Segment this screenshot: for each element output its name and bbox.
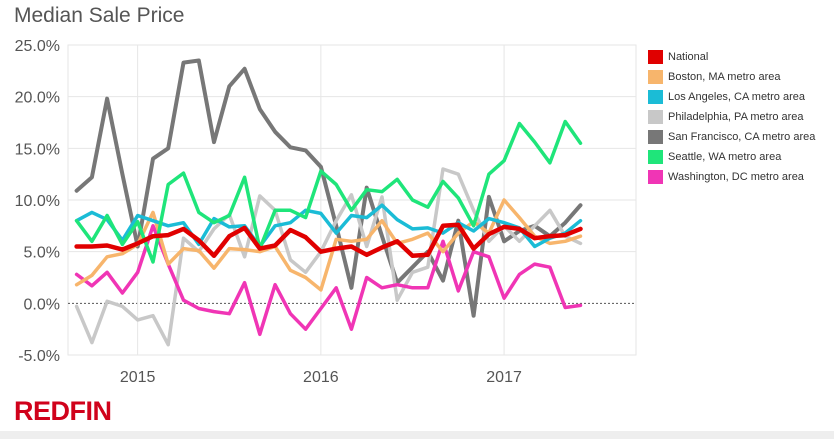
legend-swatch (648, 170, 663, 184)
y-tick-label: -5.0% (18, 348, 60, 365)
chart-title: Median Sale Price (14, 4, 185, 27)
x-tick-label: 2015 (120, 369, 156, 386)
y-tick-label: 15.0% (15, 141, 60, 158)
legend-swatch (648, 70, 663, 84)
legend-item[interactable]: Boston, MA metro area (648, 67, 815, 87)
legend-label: Boston, MA metro area (668, 71, 781, 83)
legend-item[interactable]: San Francisco, CA metro area (648, 127, 815, 147)
legend-swatch (648, 90, 663, 104)
series-line-philadelphia-pa-metro-area (74, 167, 583, 347)
legend-label: Seattle, WA metro area (668, 151, 782, 163)
legend-label: National (668, 51, 709, 63)
legend-item[interactable]: Los Angeles, CA metro area (648, 87, 815, 107)
y-tick-label: 20.0% (15, 90, 60, 107)
y-tick-label: 5.0% (24, 245, 60, 262)
legend-item[interactable]: Philadelphia, PA metro area (648, 107, 815, 127)
series-line-washington-dc-metro-area (74, 224, 583, 337)
grid-layer (67, 44, 637, 356)
y-tick-label: 10.0% (15, 193, 60, 210)
series-line-seattle-wa-metro-area (74, 119, 583, 264)
legend-swatch (648, 50, 663, 64)
legend-swatch (648, 130, 663, 144)
x-tick-label: 2017 (486, 369, 522, 386)
x-tick-label: 2016 (303, 369, 339, 386)
legend-swatch (648, 150, 663, 164)
y-tick-label: 0.0% (24, 296, 60, 313)
footer-bar (0, 431, 834, 439)
legend-label: Philadelphia, PA metro area (668, 111, 804, 123)
series-layer (74, 58, 583, 347)
redfin-logo: REDFIN (14, 396, 112, 426)
legend-swatch (648, 110, 663, 124)
legend-item[interactable]: Washington, DC metro area (648, 167, 815, 187)
axis-layer: 25.0% 20.0% 15.0% 10.0% 5.0% 0.0% -5.0% 2015 201… (15, 38, 522, 386)
series-line-boston-ma-metro-area (74, 198, 583, 292)
legend-label: San Francisco, CA metro area (668, 131, 816, 143)
y-tick-label: 25.0% (15, 38, 60, 55)
series-line-national (74, 222, 583, 259)
legend-label: Los Angeles, CA metro area (668, 91, 805, 103)
legend-item[interactable]: Seattle, WA metro area (648, 147, 815, 167)
chart-legend: National Boston, MA metro area Los Angeles… (648, 47, 815, 187)
legend-label: Washington, DC metro area (668, 171, 804, 183)
series-line-san-francisco-ca-metro-area (74, 58, 583, 318)
legend-item[interactable]: National (648, 47, 815, 67)
